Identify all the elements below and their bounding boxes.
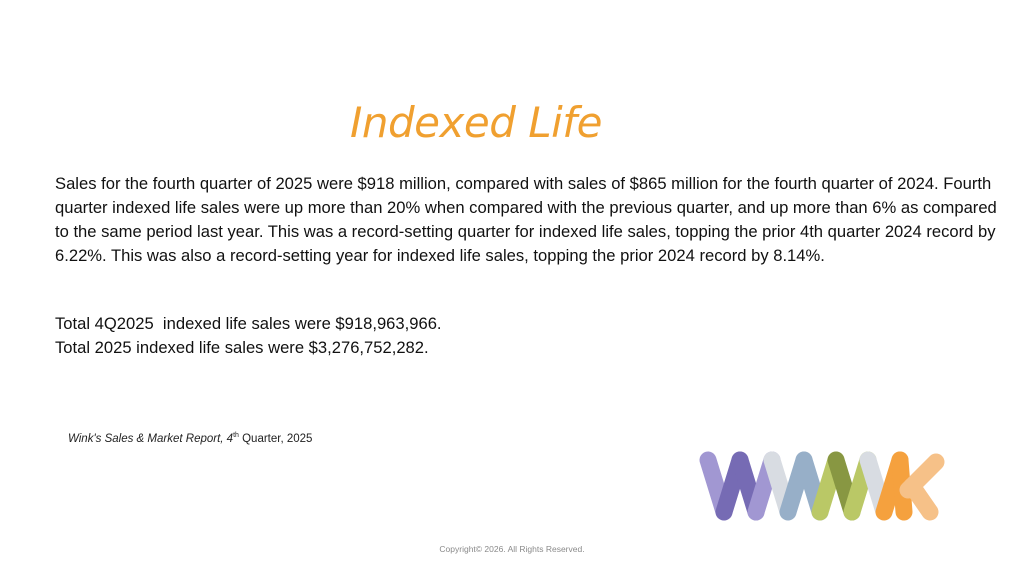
source-rest: Quarter, 2025 (238, 433, 313, 445)
copyright-footer: Copyright© 2026. All Rights Reserved. (439, 544, 585, 554)
source-superscript: th (233, 432, 239, 440)
wink-logo (699, 451, 945, 521)
source-name: Wink's Sales & Market Report, 4 (68, 433, 234, 445)
slide-title: Indexed Life (350, 98, 602, 147)
summary-paragraph: Sales for the fourth quarter of 2025 wer… (55, 174, 997, 265)
total-year-sales: Total 2025 indexed life sales were $3,27… (55, 338, 429, 357)
source-citation: Wink's Sales & Market Report, 4th Quarte… (68, 432, 313, 445)
totals-block: Total 4Q2025 indexed life sales were $91… (55, 312, 755, 360)
total-quarter-sales: Total 4Q2025 indexed life sales were $91… (55, 314, 442, 333)
